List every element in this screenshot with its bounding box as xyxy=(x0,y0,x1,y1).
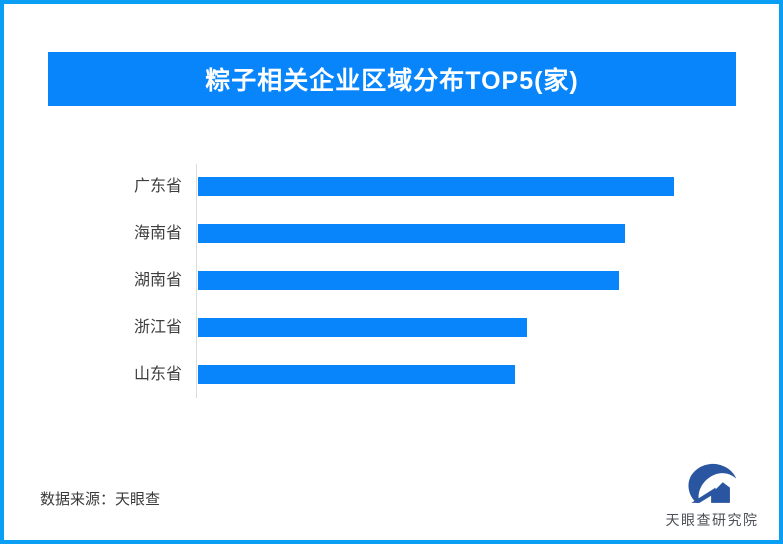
data-source-text: 数据来源：天眼查 xyxy=(40,491,161,508)
tianyancha-logo: 天眼查研究院 xyxy=(656,461,768,530)
bar xyxy=(198,177,674,196)
bar-row: 湖南省 xyxy=(4,271,779,290)
bar xyxy=(198,224,625,243)
category-label: 广东省 xyxy=(133,178,182,195)
bar xyxy=(198,271,619,290)
bar-row: 浙江省 xyxy=(4,318,779,337)
tianyancha-logo-icon xyxy=(688,463,737,503)
chart-title: 粽子相关企业区域分布TOP5(家) xyxy=(205,67,579,95)
bar-chart: 广东省 海南省 湖南省 浙江省 山东省 xyxy=(4,4,779,540)
bar xyxy=(198,318,527,337)
bar-row: 海南省 xyxy=(4,224,779,243)
category-label: 湖南省 xyxy=(133,272,182,289)
bar xyxy=(198,365,515,384)
bar-row: 广东省 xyxy=(4,177,779,196)
chart-title-bar: 粽子相关企业区域分布TOP5(家) xyxy=(48,52,736,106)
tianyancha-logo-text: 天眼查研究院 xyxy=(665,512,759,528)
category-label: 浙江省 xyxy=(133,319,182,336)
y-axis-line xyxy=(196,164,197,398)
category-label: 海南省 xyxy=(133,225,182,242)
category-label: 山东省 xyxy=(133,366,182,383)
bar-row: 山东省 xyxy=(4,365,779,384)
